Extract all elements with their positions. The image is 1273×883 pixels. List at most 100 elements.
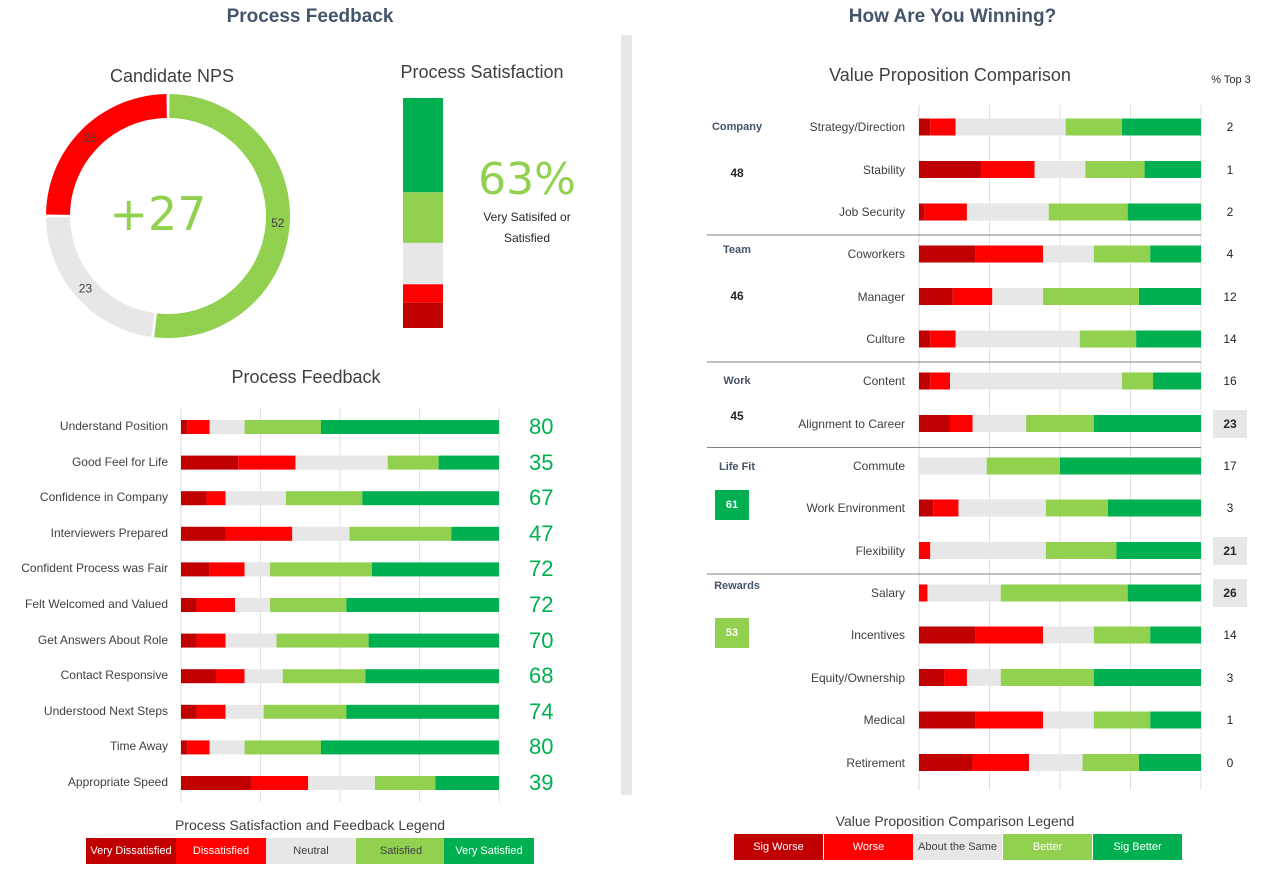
vp-bar-segment — [950, 372, 1123, 390]
vp-bar-segment — [966, 669, 1001, 686]
vp-bar-segment — [1136, 330, 1201, 348]
vp-group-score: 53 — [715, 618, 749, 648]
vp-chart-lines — [707, 105, 1202, 790]
vp-bar-segment — [919, 626, 976, 644]
vp-bar-segment — [1116, 542, 1201, 559]
vp-bar-segment — [1153, 372, 1201, 390]
vp-bar-segment — [1048, 203, 1128, 221]
nps-title: Candidate NPS — [109, 66, 235, 86]
vp-top3-value: 14 — [1223, 628, 1237, 642]
satisfaction-title: Process Satisfaction — [400, 62, 564, 82]
feedback-bar-segment — [196, 704, 226, 719]
feedback-bar-segment — [371, 562, 499, 577]
feedback-row-score: 68 — [529, 663, 554, 689]
satisfaction-segment-satisfied — [403, 192, 443, 243]
vp-bar-segment — [919, 669, 945, 686]
feedback-bar-segment — [435, 776, 499, 790]
vp-top3-value: 14 — [1223, 332, 1237, 346]
feedback-bar-segment — [320, 740, 499, 755]
vp-top3-value: 21 — [1213, 536, 1247, 565]
feedback-row-score: 70 — [529, 627, 554, 653]
vp-bar-segment — [1045, 542, 1117, 559]
vp-bar-segment — [1150, 245, 1201, 263]
vp-bar-segment — [1144, 161, 1201, 178]
vp-bar-segment — [944, 669, 967, 686]
vp-row-label: Culture — [866, 332, 905, 346]
feedback-bar-segment — [349, 526, 452, 541]
vp-bar-segment — [1122, 372, 1154, 390]
satisfaction-percent: 63% — [478, 154, 576, 205]
feedback-legend-item: Satisfied — [356, 838, 446, 864]
vp-bar-segment — [1107, 499, 1201, 517]
right-panel-title: How Are You Winning? — [848, 6, 1057, 27]
vp-bar-segment — [952, 288, 993, 305]
vp-bar-segment — [992, 288, 1044, 305]
feedback-legend-item: Neutral — [266, 838, 356, 864]
vp-bar-segment — [1122, 118, 1201, 136]
vp-bar-segment — [1093, 711, 1151, 729]
vp-group-score: 46 — [730, 289, 744, 303]
vp-bar-segment — [1079, 330, 1137, 348]
feedback-bar-segment — [181, 633, 197, 648]
feedback-bar-segment — [270, 598, 347, 612]
feedback-bar-segment — [209, 420, 245, 434]
feedback-bar-segment — [225, 526, 293, 541]
vp-top3-value: 2 — [1226, 205, 1234, 219]
vp-legend-title: Value Proposition Comparison Legend — [835, 813, 1075, 829]
nps-slice-label: 23 — [79, 282, 93, 296]
vp-bar-segment — [1093, 415, 1201, 432]
feedback-bar-segment — [387, 455, 439, 470]
feedback-bar-segment — [362, 491, 499, 506]
vp-top3-value: 16 — [1223, 374, 1237, 388]
vp-bar-segment — [1093, 245, 1151, 263]
feedback-bar-segment — [235, 598, 271, 612]
vp-row-label: Salary — [870, 586, 905, 600]
vp-top3-value: 0 — [1226, 755, 1234, 770]
feedback-bar-segment — [374, 776, 436, 790]
vp-bar-segment — [1138, 288, 1201, 305]
feedback-bar-segment — [438, 455, 499, 470]
vp-bar-segment — [1127, 584, 1201, 602]
feedback-row-label: Time Away — [109, 739, 168, 754]
vp-bar-segment — [919, 118, 931, 136]
feedback-bar-segment — [206, 491, 226, 506]
feedback-bar-segment — [263, 704, 347, 719]
feedback-row-label: Confidence in Company — [39, 490, 168, 505]
vp-bar-segment — [1000, 669, 1094, 686]
feedback-bar-segment — [285, 491, 363, 506]
feedback-bar-segment — [244, 740, 321, 755]
feedback-row-label: Felt Welcomed and Valued — [25, 597, 168, 611]
feedback-bar-segment — [238, 455, 296, 470]
vp-bar-segment — [1043, 626, 1094, 644]
vp-top3-value: 1 — [1226, 713, 1234, 727]
left-panel-title: Process Feedback — [226, 6, 394, 27]
vp-row-label: Medical — [863, 713, 905, 727]
vp-bar-segment — [919, 584, 928, 602]
feedback-legend-title: Process Satisfaction and Feedback Legend — [174, 817, 446, 833]
vp-legend-item: Sig Worse — [734, 834, 823, 860]
feedback-bar-segment — [270, 562, 372, 577]
feedback-legend-item: Very Dissatisfied — [86, 838, 176, 864]
vp-top3-value: 4 — [1226, 247, 1234, 261]
vp-bar-segment — [958, 499, 1046, 517]
vp-top3-value: 3 — [1226, 670, 1234, 685]
vp-bar-segment — [972, 415, 1027, 432]
vp-legend-item: Sig Better — [1093, 834, 1182, 860]
feedback-bar-segment — [308, 776, 375, 790]
feedback-row-label: Contact Responsive — [60, 668, 168, 683]
vp-bar-segment — [1026, 415, 1094, 432]
feedback-bar-segment — [187, 740, 210, 755]
vp-bar-segment — [1034, 161, 1086, 178]
vp-group-name: Rewards — [714, 580, 760, 592]
feedback-bar-segment — [225, 704, 264, 719]
nps-center-value: +27 — [109, 187, 206, 241]
vp-bar-segment — [919, 330, 931, 348]
satisfaction-segment-neutral — [403, 242, 443, 285]
vp-bar-segment — [1138, 754, 1201, 771]
vp-bar-segment — [919, 499, 934, 517]
feedback-bar-segment — [181, 491, 207, 506]
vp-bar-segment — [981, 161, 1035, 178]
feedback-row-score: 72 — [529, 592, 554, 617]
vp-bar-segment — [1000, 584, 1128, 602]
satisfaction-caption-1: Very Satisifed or — [483, 210, 571, 224]
